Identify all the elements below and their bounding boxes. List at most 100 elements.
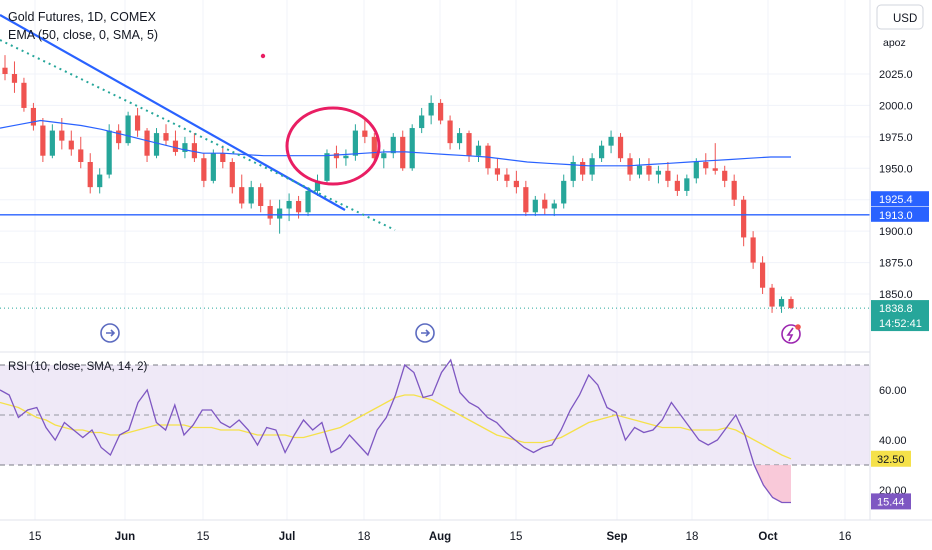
candle-body bbox=[608, 136, 614, 146]
scale-button[interactable]: apoz bbox=[883, 37, 906, 49]
candle bbox=[116, 124, 122, 150]
candle-body bbox=[191, 143, 197, 159]
candle bbox=[11, 61, 18, 93]
candle-body bbox=[201, 158, 207, 181]
candle-body bbox=[68, 140, 74, 150]
candle-body bbox=[523, 187, 529, 213]
candle-body bbox=[381, 153, 387, 159]
candle bbox=[258, 183, 264, 213]
candle bbox=[229, 158, 235, 194]
candle bbox=[788, 296, 794, 310]
candle bbox=[561, 174, 567, 209]
annotation-dot bbox=[260, 53, 266, 59]
time-tick-label: 18 bbox=[686, 531, 699, 543]
candle-body bbox=[78, 149, 84, 162]
candle-body bbox=[788, 299, 794, 309]
candle-body bbox=[182, 143, 188, 152]
candle bbox=[419, 107, 425, 134]
candle bbox=[627, 153, 633, 181]
candle bbox=[97, 168, 103, 194]
rsi-tick-label: 60.00 bbox=[879, 385, 907, 397]
candle-body bbox=[400, 136, 406, 169]
time-tick-label: 15 bbox=[197, 531, 210, 543]
candle bbox=[504, 168, 510, 188]
candle-body bbox=[314, 180, 321, 191]
candle bbox=[371, 133, 377, 162]
candle bbox=[277, 199, 283, 234]
candle-body bbox=[627, 158, 633, 175]
candle bbox=[778, 296, 785, 313]
candle-body bbox=[144, 130, 150, 156]
candle bbox=[608, 130, 614, 154]
candle-body bbox=[97, 174, 103, 188]
candle-body bbox=[693, 162, 699, 179]
last-price-tag-text: 1838.8 bbox=[879, 303, 913, 315]
ema-price-tag: 1925.4 bbox=[871, 191, 929, 207]
event-marker-icon[interactable] bbox=[415, 323, 435, 343]
candle bbox=[78, 136, 84, 169]
candle-body bbox=[504, 174, 510, 181]
candle-body bbox=[532, 199, 538, 213]
candle-body bbox=[456, 133, 463, 144]
candle bbox=[314, 174, 321, 196]
candle-body bbox=[362, 130, 368, 137]
candle-body bbox=[390, 136, 396, 154]
candle-body bbox=[153, 133, 160, 156]
annotation-circle[interactable] bbox=[285, 106, 381, 186]
last-price-tag-bg bbox=[871, 300, 929, 332]
candle-body bbox=[267, 206, 273, 219]
candle bbox=[305, 187, 311, 217]
rsi-tick-label: 40.00 bbox=[879, 435, 907, 447]
candle-body bbox=[580, 162, 586, 175]
candle bbox=[693, 158, 699, 184]
candle bbox=[409, 124, 415, 171]
candle bbox=[722, 165, 728, 188]
rsi-line bbox=[0, 358, 791, 504]
candle bbox=[580, 158, 586, 181]
rsi-value-tag-bg bbox=[871, 493, 911, 510]
rsi-value-tag-text: 15.44 bbox=[877, 496, 905, 508]
time-tick-label: Aug bbox=[429, 531, 451, 543]
candle-body bbox=[49, 130, 55, 156]
candle-body bbox=[172, 140, 179, 152]
candle bbox=[759, 256, 766, 294]
candle-body bbox=[2, 67, 8, 74]
candle bbox=[106, 124, 112, 179]
candle-body bbox=[447, 120, 453, 144]
candle bbox=[49, 124, 55, 159]
candle bbox=[352, 124, 358, 161]
candle-body bbox=[570, 162, 576, 181]
candle-body bbox=[11, 74, 18, 83]
time-tick-label: Sep bbox=[606, 531, 627, 543]
lightning-icon[interactable] bbox=[781, 324, 801, 344]
event-marker-icon[interactable] bbox=[100, 323, 120, 343]
candle-body bbox=[778, 299, 785, 307]
hline-price-tag: 1913.0 bbox=[871, 206, 929, 222]
candle bbox=[712, 143, 718, 175]
candle bbox=[551, 199, 557, 217]
candle-body bbox=[684, 178, 690, 191]
candle-body bbox=[59, 130, 65, 141]
ema-price-tag-text: 1925.4 bbox=[879, 194, 913, 206]
candle-body bbox=[163, 133, 169, 141]
candle bbox=[220, 145, 226, 169]
candle bbox=[390, 133, 396, 159]
ema-line bbox=[0, 119, 791, 167]
candle-body bbox=[655, 170, 662, 175]
time-tick-label: Jun bbox=[115, 531, 135, 543]
trend-line-dotted[interactable] bbox=[0, 39, 396, 231]
candle-body bbox=[210, 153, 216, 181]
candle-body bbox=[712, 168, 718, 171]
price-tick-label: 1900.0 bbox=[879, 226, 913, 238]
candle bbox=[532, 195, 538, 217]
currency-button[interactable]: USD bbox=[876, 4, 924, 30]
candle bbox=[163, 124, 169, 146]
candle-body bbox=[750, 237, 756, 263]
candle-body bbox=[561, 180, 567, 204]
candle bbox=[513, 170, 519, 194]
candle bbox=[134, 107, 141, 137]
indicator-label: EMA (50, close, 0, SMA, 5) bbox=[8, 28, 158, 42]
price-tags: 1925.4 1913.0 1838.8 14:52:41 bbox=[871, 191, 929, 332]
time-tick-label: 16 bbox=[839, 531, 852, 543]
candle bbox=[68, 130, 74, 156]
